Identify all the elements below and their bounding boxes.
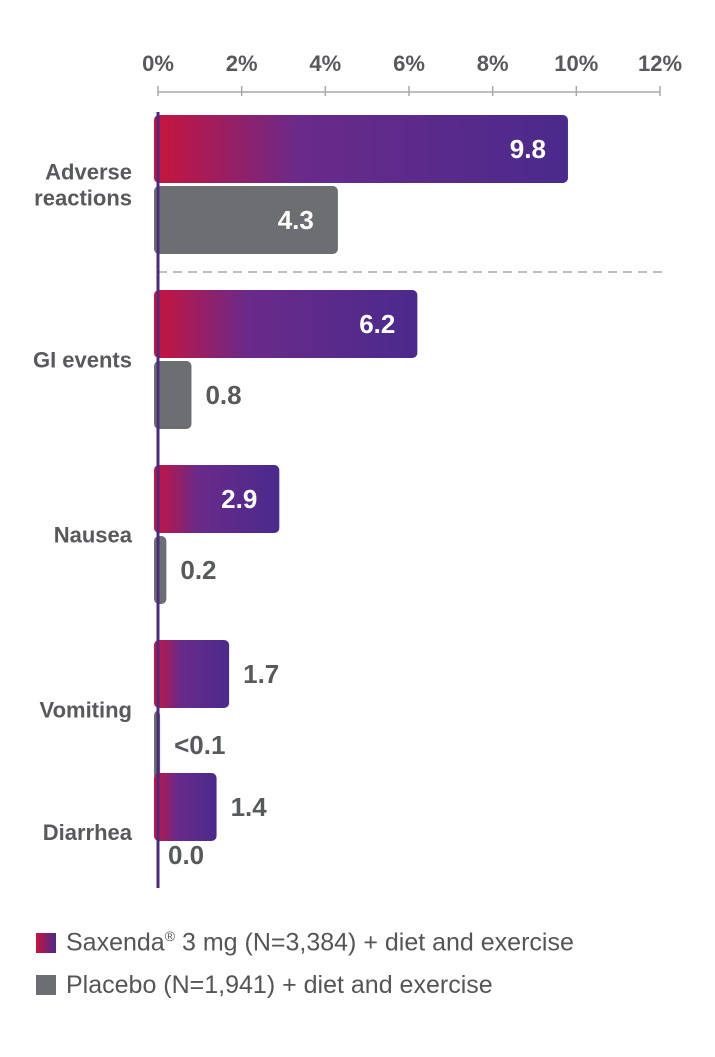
data-label-saxenda: 9.8	[510, 134, 546, 164]
x-tick-label: 4%	[309, 51, 341, 76]
bar-placebo	[154, 536, 167, 604]
legend-label-placebo: Placebo (N=1,941) + diet and exercise	[66, 970, 493, 999]
bar-chart: 0% 2% 4% 6% 8% 10% 12% 9.8 4.3 Adverse reactions 6.…	[33, 51, 682, 888]
data-label-saxenda: 1.4	[231, 792, 268, 822]
legend-swatch-saxenda	[36, 933, 56, 953]
bar-saxenda	[154, 773, 217, 841]
data-label-saxenda: 6.2	[359, 309, 395, 339]
category-label: Adverse	[45, 160, 132, 185]
data-label-placebo: 0.8	[205, 380, 241, 410]
bar-placebo	[154, 186, 338, 254]
bar-saxenda	[154, 640, 230, 708]
data-label-placebo: 0.0	[168, 840, 204, 870]
bar-saxenda	[154, 465, 280, 533]
x-tick-label: 0%	[142, 51, 174, 76]
x-tick-label: 2%	[226, 51, 258, 76]
x-tick-label: 8%	[477, 51, 509, 76]
registered-mark: ®	[164, 928, 176, 945]
data-label-saxenda: 1.7	[243, 659, 279, 689]
legend-brand: Saxenda	[66, 928, 165, 957]
legend-item-placebo: Placebo (N=1,941) + diet and exercise	[36, 967, 706, 1003]
x-tick-label: 6%	[393, 51, 425, 76]
data-label-placebo: <0.1	[174, 730, 225, 760]
data-label-placebo: 4.3	[278, 205, 314, 235]
chart-legend: Saxenda® 3 mg (N=3,384) + diet and exerc…	[36, 925, 706, 1009]
legend-item-saxenda: Saxenda® 3 mg (N=3,384) + diet and exerc…	[36, 925, 706, 961]
data-label-placebo: 0.2	[180, 555, 216, 585]
category-label: Vomiting	[40, 698, 132, 723]
category-label: Nausea	[54, 523, 133, 548]
data-label-saxenda: 2.9	[221, 484, 257, 514]
bar-saxenda	[154, 290, 418, 358]
x-tick-label: 12%	[638, 51, 682, 76]
x-tick-label: 10%	[554, 51, 598, 76]
bar-saxenda	[154, 115, 568, 183]
legend-dose-text: 3 mg (N=3,384) + diet and exercise	[175, 928, 574, 957]
bar-placebo	[154, 361, 192, 429]
category-label: Diarrhea	[43, 820, 133, 845]
category-label: reactions	[34, 186, 132, 211]
legend-swatch-placebo	[36, 975, 56, 995]
legend-label-saxenda: Saxenda® 3 mg (N=3,384) + diet and exerc…	[66, 928, 574, 957]
category-label: GI events	[33, 348, 132, 373]
